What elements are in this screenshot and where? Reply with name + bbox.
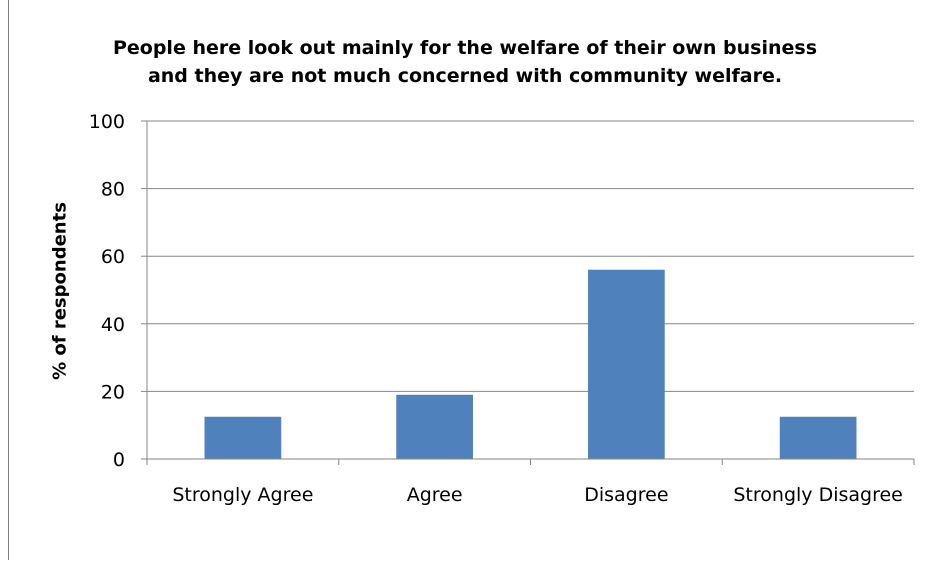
x-tick-label-agree: Agree	[407, 484, 463, 506]
x-tick-label-strongly-agree: Strongly Agree	[172, 484, 313, 506]
x-tick-label-strongly-disagree: Strongly Disagree	[733, 484, 902, 506]
x-tick-label-disagree: Disagree	[584, 484, 668, 506]
y-tick-label-0: 0	[113, 449, 125, 471]
y-tick-label-60: 60	[101, 246, 125, 268]
bar-disagree	[588, 270, 665, 459]
bar-strongly-agree	[205, 417, 282, 459]
bar-strongly-disagree	[780, 417, 857, 459]
y-tick-label-80: 80	[101, 179, 125, 201]
y-tick-label-100: 100	[89, 111, 125, 133]
y-tick-label-40: 40	[101, 314, 125, 336]
y-tick-label-20: 20	[101, 381, 125, 403]
bar-agree	[396, 395, 473, 459]
